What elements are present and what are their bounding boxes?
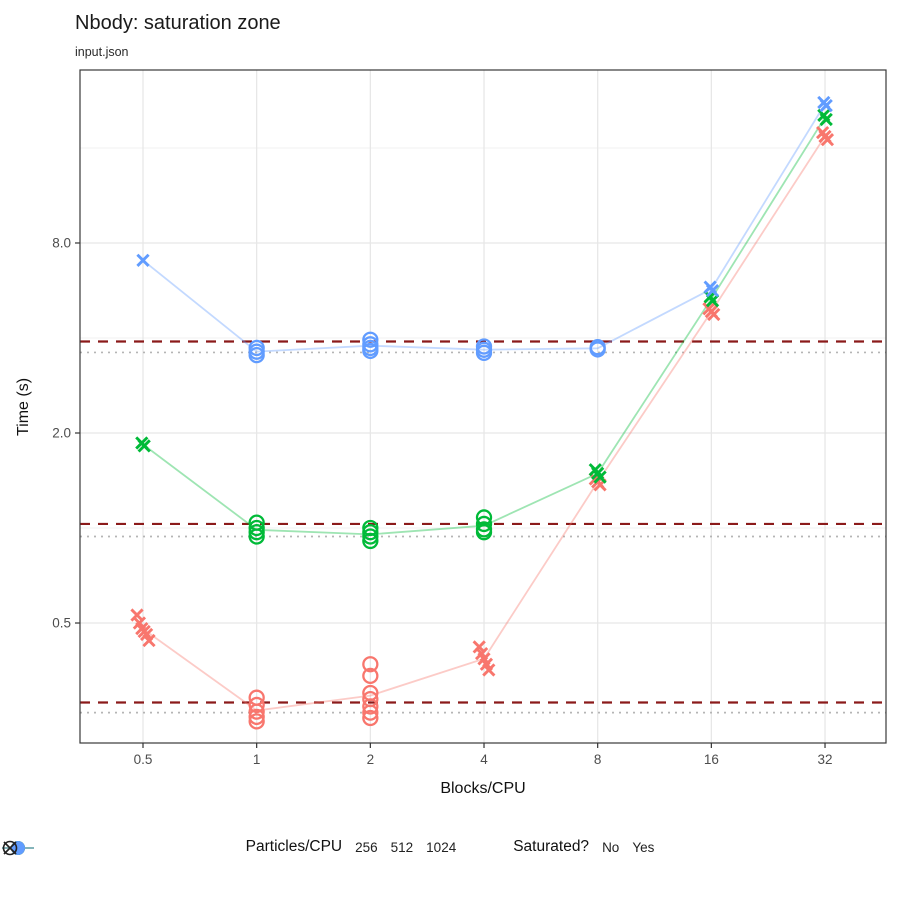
y-tick-label: 8.0	[52, 235, 71, 250]
x-axis-title: Blocks/CPU	[440, 780, 525, 797]
chart-title: Nbody: saturation zone	[75, 12, 281, 34]
legend-item-1024: 1024	[2, 839, 457, 855]
point-cross-256	[142, 633, 156, 648]
point-circle-256	[248, 708, 265, 726]
x-tick-label: 0.5	[134, 752, 153, 767]
point-circle-512	[475, 524, 493, 541]
x-tick-label: 16	[704, 752, 719, 767]
point-cross-256	[474, 646, 489, 661]
point-cross-512	[593, 470, 607, 484]
point-circle-512	[248, 528, 265, 545]
y-tick-label: 0.5	[52, 616, 71, 631]
legend-label-256: 256	[355, 839, 378, 855]
point-cross-256	[482, 663, 496, 677]
legend-item-saturated: Yes	[2, 839, 655, 856]
point-cross-1024	[705, 284, 720, 298]
legend-color-title: Particles/CPU	[245, 838, 343, 855]
point-cross-512	[819, 112, 833, 127]
point-circle-512	[248, 519, 265, 537]
legend-item-512: 512	[2, 839, 414, 855]
legend-label-yes: Yes	[632, 839, 655, 855]
point-circle-1024	[362, 342, 379, 360]
cross-icon	[3, 841, 17, 855]
point-circle-512	[475, 515, 493, 533]
panel-background	[80, 70, 886, 743]
point-cross-256	[132, 616, 147, 630]
point-cross-256	[820, 133, 835, 147]
x-tick-label: 1	[253, 752, 261, 767]
point-circle-256	[248, 713, 265, 730]
point-circle-256	[248, 696, 265, 714]
legend-label-512: 512	[390, 839, 414, 855]
point-circle-256	[362, 704, 379, 721]
point-cross-256	[479, 657, 494, 671]
circle-icon	[2, 840, 18, 856]
plot-generated-layers: 0.5 1 2 4 8 16 32 0.5 2.0 8.0	[52, 69, 887, 767]
point-cross-256	[472, 640, 486, 654]
point-cross-256	[707, 307, 721, 322]
legend-item-256: 256	[2, 839, 378, 855]
legend-label-no: No	[602, 839, 620, 855]
point-cross-256	[139, 627, 154, 642]
point-circle-512	[248, 524, 265, 541]
x-tick-label: 4	[480, 752, 488, 767]
point-circle-256	[362, 656, 379, 673]
point-circle-512	[362, 532, 379, 550]
legend-item-not-saturated: No	[3, 839, 620, 855]
point-circle-256	[362, 667, 379, 685]
point-circle-256	[362, 709, 379, 727]
point-circle-1024	[475, 344, 493, 361]
legend-label-1024: 1024	[426, 839, 457, 855]
x-tick-label: 2	[367, 752, 375, 767]
point-cross-1024	[819, 98, 833, 113]
point-cross-512	[705, 294, 720, 308]
point-circle-1024	[589, 341, 606, 358]
legend: Particles/CPU 256 512 1024 Saturated?	[0, 838, 900, 856]
point-circle-512	[362, 528, 379, 545]
y-axis-title: Time (s)	[15, 378, 32, 436]
x-tick-label: 8	[594, 752, 602, 767]
plot-area: 0.5 1 2 4 8 16 32 0.5 2.0 8.0 Blocks/CPU Time (s)	[15, 69, 887, 797]
legend-shape-title: Saturated?	[513, 838, 590, 855]
point-circle-256	[362, 698, 379, 715]
x-tick-label: 32	[818, 752, 833, 767]
point-circle-512	[362, 524, 379, 541]
point-cross-512	[137, 439, 151, 453]
chart-subtitle: input.json	[75, 45, 129, 59]
point-circle-256	[248, 703, 265, 720]
point-circle-1024	[362, 331, 379, 348]
y-tick-label: 2.0	[52, 426, 71, 441]
point-cross-256	[477, 652, 491, 666]
point-cross-1024	[136, 253, 150, 267]
point-circle-1024	[248, 346, 265, 364]
panel-border	[79, 69, 887, 744]
